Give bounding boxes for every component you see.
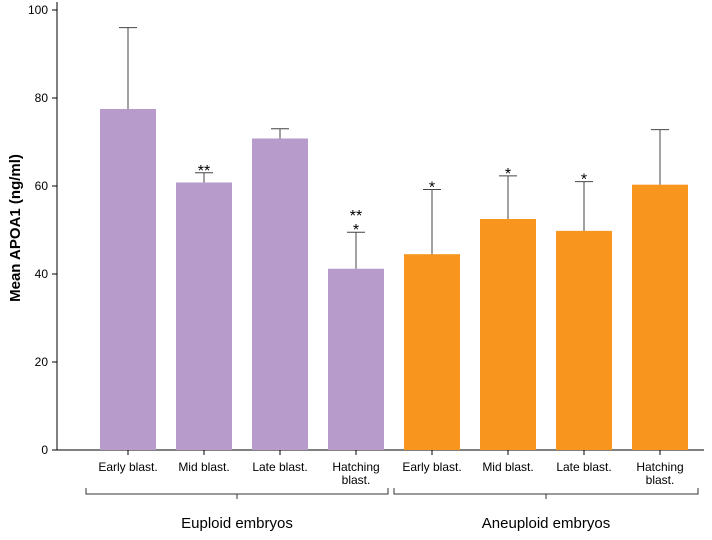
axes: 0 20 40 60 80 100 Early blast. Mid blast. Late b…	[28, 2, 704, 487]
bar	[404, 254, 460, 450]
y-tick-label: 60	[35, 179, 49, 193]
y-tick-label: 80	[35, 91, 49, 105]
group-label: Euploid embryos	[181, 515, 293, 532]
significance-marker: **	[350, 208, 362, 225]
x-tick-label: blast.	[646, 473, 675, 487]
bar	[100, 109, 156, 450]
significance-marker: **	[198, 163, 210, 180]
x-tick-label: Late blast.	[556, 460, 611, 474]
significance-marker: *	[353, 222, 359, 239]
group-bracket	[85, 488, 389, 495]
x-tick-label: Hatching	[636, 460, 683, 474]
x-tick-label: Mid blast.	[482, 460, 533, 474]
bar	[328, 268, 384, 450]
bar	[480, 219, 536, 450]
bar	[252, 138, 308, 451]
bars: ******* *	[100, 27, 688, 451]
significance-marker: *	[581, 172, 587, 189]
x-tick-label: blast.	[342, 473, 371, 487]
bar	[556, 230, 612, 450]
x-tick-label: Hatching	[332, 460, 379, 474]
y-tick-label: 20	[35, 355, 49, 369]
bar	[176, 182, 232, 451]
significance-marker: *	[429, 180, 435, 197]
y-tick-label: 100	[28, 3, 48, 17]
y-tick-label: 0	[41, 443, 48, 457]
group-label: Aneuploid embryos	[482, 515, 610, 532]
x-tick-label: Late blast.	[252, 460, 307, 474]
group-brackets: Euploid embryos Aneuploid embryos	[85, 488, 699, 532]
bar	[632, 184, 688, 450]
y-axis-label: Mean APOA1 (ng/ml)	[7, 154, 24, 302]
x-tick-label: Mid blast.	[178, 460, 229, 474]
x-tick-label: Early blast.	[402, 460, 461, 474]
significance-marker: *	[505, 166, 511, 183]
y-tick-label: 40	[35, 267, 49, 281]
group-bracket	[393, 488, 699, 495]
x-tick-label: Early blast.	[98, 460, 157, 474]
